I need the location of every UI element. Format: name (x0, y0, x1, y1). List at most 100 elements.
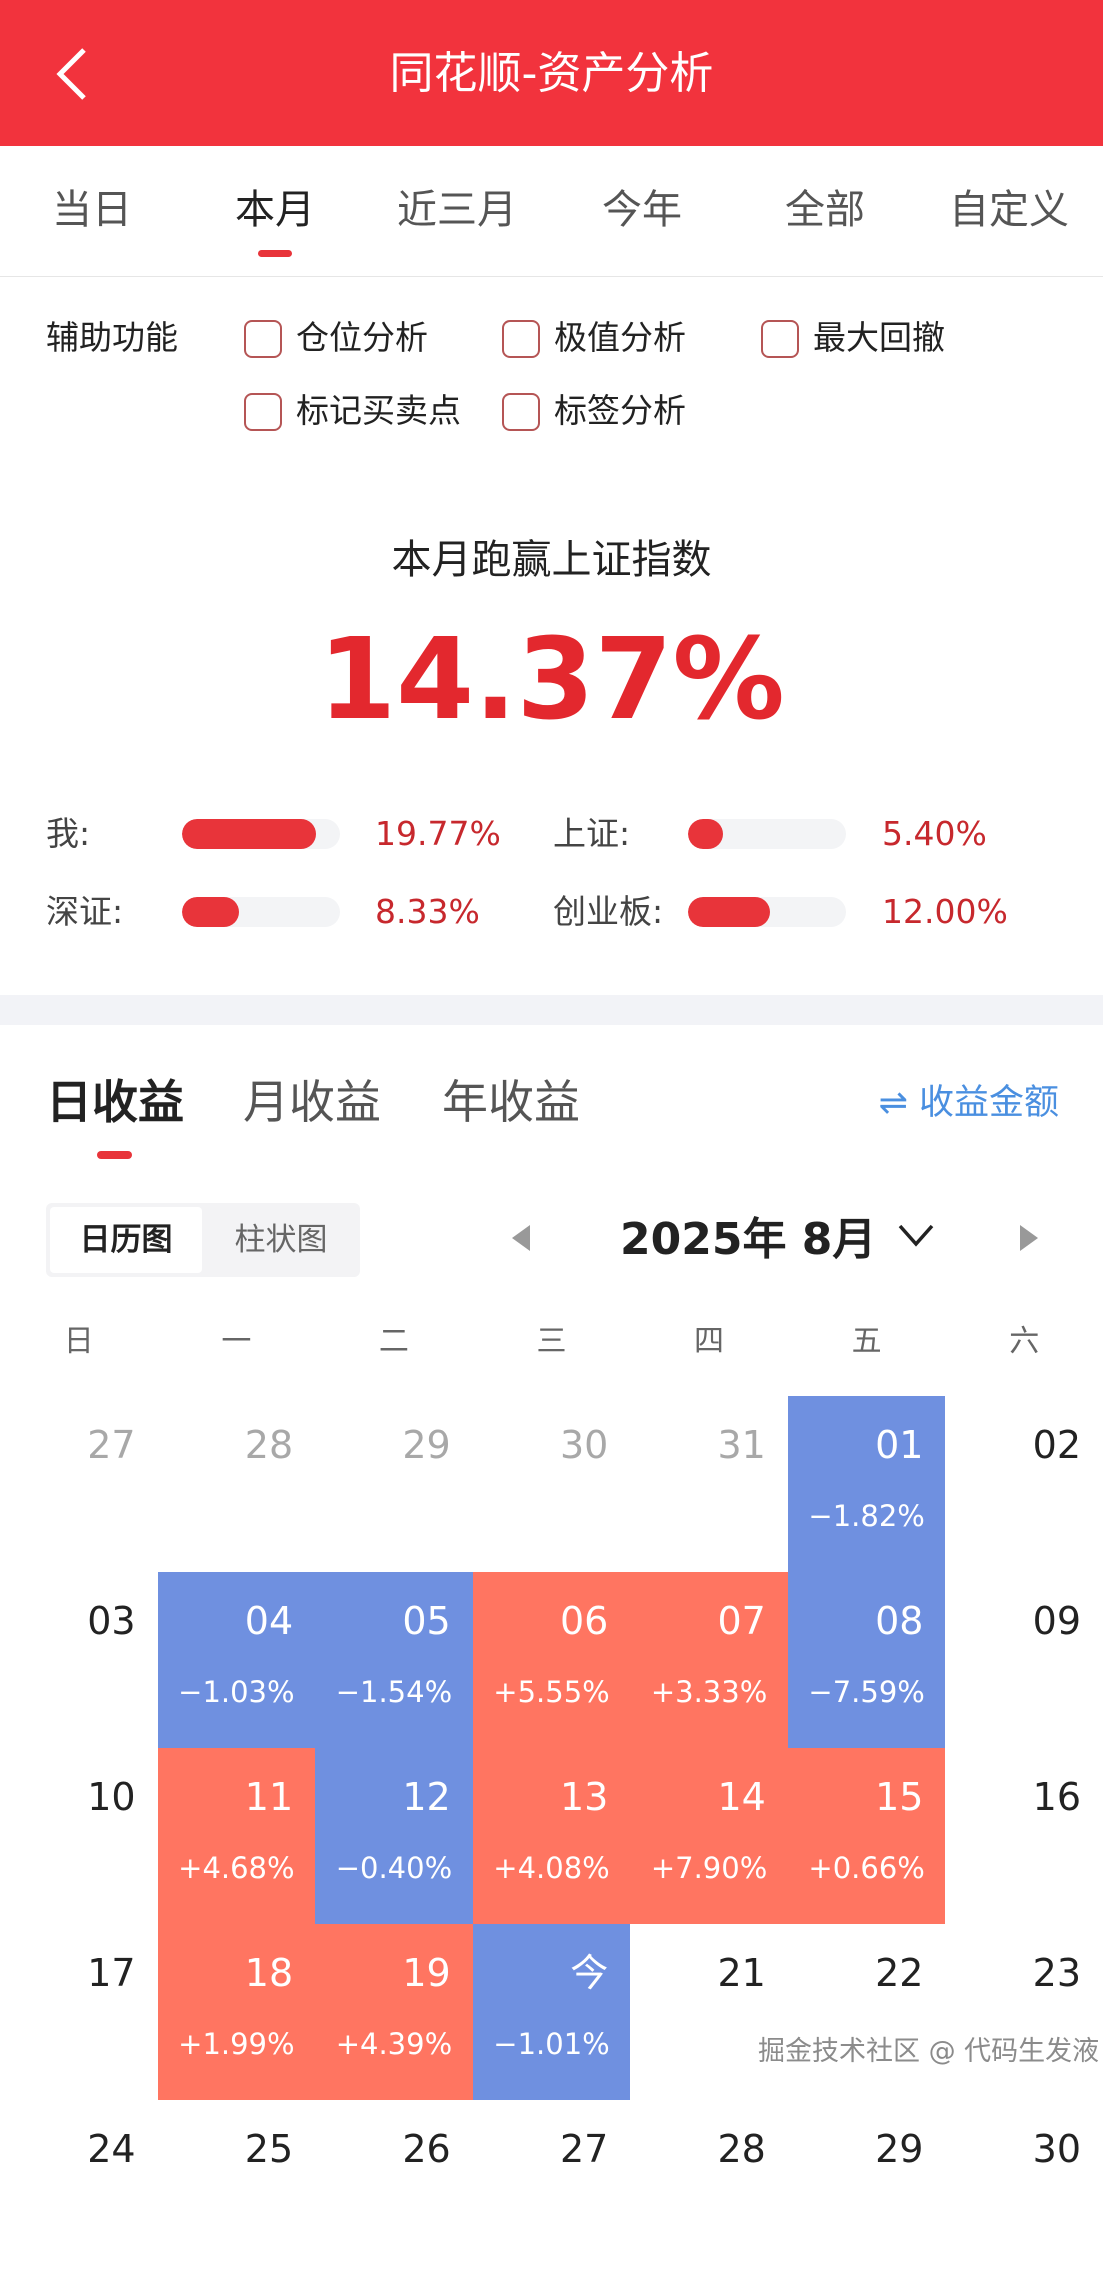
day-number: 30 (1032, 2127, 1081, 2171)
calendar-day-cell[interactable]: 08 −7.59% (787, 1572, 946, 1748)
day-return: −0.40% (335, 1851, 453, 1885)
weekday-label: 五 (851, 1324, 882, 1359)
calendar-day-cell[interactable]: 12 −0.40% (315, 1748, 473, 1924)
calendar-day-cell[interactable]: 18 +1.99% (157, 1924, 316, 2100)
day-number: 10 (87, 1775, 136, 1819)
calendar-day-cell[interactable]: 11 +4.68% (157, 1748, 316, 1924)
calendar-day-cell[interactable]: 25 (158, 2100, 316, 2276)
compare-value: 12.00% (882, 892, 1008, 931)
day-number: 09 (1032, 1599, 1081, 1643)
calendar-day-cell[interactable]: 27 (0, 1396, 158, 1572)
section-separator (0, 995, 1103, 1025)
calendar-day-cell[interactable]: 30 (945, 2100, 1103, 2276)
day-number: 22 (875, 1951, 924, 1995)
calendar-day-cell[interactable]: 09 (945, 1572, 1103, 1748)
earnings-amount-toggle[interactable]: ⇌ 收益金额 (878, 1083, 1059, 1123)
day-number: 15 (875, 1775, 924, 1819)
calendar-day-cell[interactable]: 05 −1.54% (315, 1572, 473, 1748)
calendar-day-cell[interactable]: 17 (0, 1924, 158, 2100)
option-extreme-analysis[interactable]: 极值分析 (554, 318, 686, 357)
calendar-day-cell[interactable]: 23 (945, 1924, 1103, 2100)
checkbox-position-analysis[interactable] (244, 320, 282, 358)
active-tab-indicator (97, 1151, 132, 1159)
weekday-label: 三 (536, 1324, 567, 1359)
calendar-day-cell[interactable]: 04 −1.03% (157, 1572, 316, 1748)
calendar-day-cell[interactable]: 26 (315, 2100, 473, 2276)
watermark: 掘金技术社区 @ 代码生发液 (758, 2036, 1100, 2067)
month-selector[interactable]: 2025年 8月 (620, 1214, 877, 1265)
calendar-day-cell[interactable]: 03 (0, 1572, 158, 1748)
app-header: 同花顺-资产分析 (0, 0, 1103, 146)
calendar-day-cell[interactable]: 31 (630, 1396, 788, 1572)
day-number: 04 (244, 1599, 294, 1643)
calendar-day-cell[interactable]: 01 −1.82% (787, 1396, 946, 1572)
compare-label: 深证: (46, 892, 124, 931)
tab-daily-earnings[interactable]: 日收益 (46, 1075, 184, 1129)
compare-value: 5.40% (882, 814, 987, 853)
tab-yearly-earnings[interactable]: 年收益 (442, 1075, 580, 1129)
option-mark-trades[interactable]: 标记买卖点 (296, 391, 461, 430)
calendar-day-cell[interactable]: 21 (630, 1924, 788, 2100)
checkbox-mark-trades[interactable] (244, 393, 282, 431)
calendar-day-cell[interactable]: 29 (315, 1396, 473, 1572)
calendar-day-cell[interactable]: 28 (630, 2100, 788, 2276)
tab-three-months[interactable]: 近三月 (397, 187, 517, 233)
option-max-drawdown[interactable]: 最大回撤 (813, 318, 945, 357)
day-number: 16 (1032, 1775, 1081, 1819)
day-return: +7.90% (650, 1851, 768, 1885)
calendar-day-cell[interactable]: 13 +4.08% (472, 1748, 631, 1924)
chevron-down-icon[interactable] (896, 1220, 936, 1250)
day-return: +4.39% (335, 2027, 453, 2061)
page-title: 同花顺-资产分析 (389, 48, 714, 99)
tab-monthly-earnings[interactable]: 月收益 (243, 1075, 381, 1129)
calendar-day-cell[interactable]: 06 +5.55% (472, 1572, 631, 1748)
day-number: 21 (717, 1951, 766, 1995)
day-return: +0.66% (808, 1851, 925, 1885)
aux-label: 辅助功能 (46, 318, 178, 357)
calendar-day-cell[interactable]: 今 −1.01% (472, 1924, 631, 2100)
prev-month-icon[interactable] (512, 1225, 530, 1251)
option-position-analysis[interactable]: 仓位分析 (296, 318, 428, 357)
day-number: 11 (244, 1775, 294, 1819)
day-number: 02 (1032, 1423, 1081, 1467)
tab-today[interactable]: 当日 (52, 187, 132, 233)
day-return: +4.68% (178, 1851, 295, 1885)
calendar-day-cell[interactable]: 28 (158, 1396, 316, 1572)
calendar-day-cell[interactable]: 07 +3.33% (630, 1572, 788, 1748)
tab-this-year[interactable]: 今年 (602, 187, 682, 233)
checkbox-max-drawdown[interactable] (761, 320, 799, 358)
checkbox-tag-analysis[interactable] (502, 393, 540, 431)
chevron-left-icon[interactable] (52, 44, 92, 104)
calendar-day-cell[interactable]: 30 (473, 1396, 631, 1572)
option-tag-analysis[interactable]: 标签分析 (554, 391, 686, 430)
tab-custom[interactable]: 自定义 (949, 187, 1069, 233)
weekday-label: 一 (221, 1324, 252, 1359)
weekday-label: 日 (63, 1324, 94, 1359)
calendar-day-cell[interactable]: 29 (788, 2100, 946, 2276)
calendar-day-cell[interactable]: 14 +7.90% (630, 1748, 788, 1924)
calendar-view-button[interactable]: 日历图 (50, 1207, 202, 1273)
bar-view-button[interactable]: 柱状图 (234, 1222, 328, 1258)
day-number: 07 (717, 1599, 766, 1643)
day-return: −7.59% (808, 1675, 925, 1709)
day-number: 18 (244, 1951, 294, 1995)
tab-this-month[interactable]: 本月 (235, 187, 315, 233)
calendar-day-cell[interactable]: 16 (945, 1748, 1103, 1924)
calendar-day-cell[interactable]: 15 +0.66% (787, 1748, 946, 1924)
active-tab-indicator (258, 250, 292, 257)
checkbox-extreme-analysis[interactable] (502, 320, 540, 358)
compare-bar-fill (688, 897, 771, 927)
tab-all[interactable]: 全部 (785, 187, 865, 233)
compare-label: 创业板: (553, 892, 664, 931)
calendar-day-cell[interactable]: 22 (788, 1924, 946, 2100)
calendar-day-cell[interactable]: 27 (473, 2100, 631, 2276)
calendar-day-cell[interactable]: 19 +4.39% (315, 1924, 473, 2100)
day-number: 24 (87, 2127, 136, 2171)
day-number: 14 (717, 1775, 766, 1819)
calendar-day-cell[interactable]: 24 (0, 2100, 158, 2276)
summary-headline: 本月跑赢上证指数 (391, 537, 712, 583)
calendar-day-cell[interactable]: 10 (0, 1748, 158, 1924)
compare-bar-track (688, 819, 846, 849)
next-month-icon[interactable] (1020, 1225, 1038, 1251)
calendar-day-cell[interactable]: 02 (945, 1396, 1103, 1572)
